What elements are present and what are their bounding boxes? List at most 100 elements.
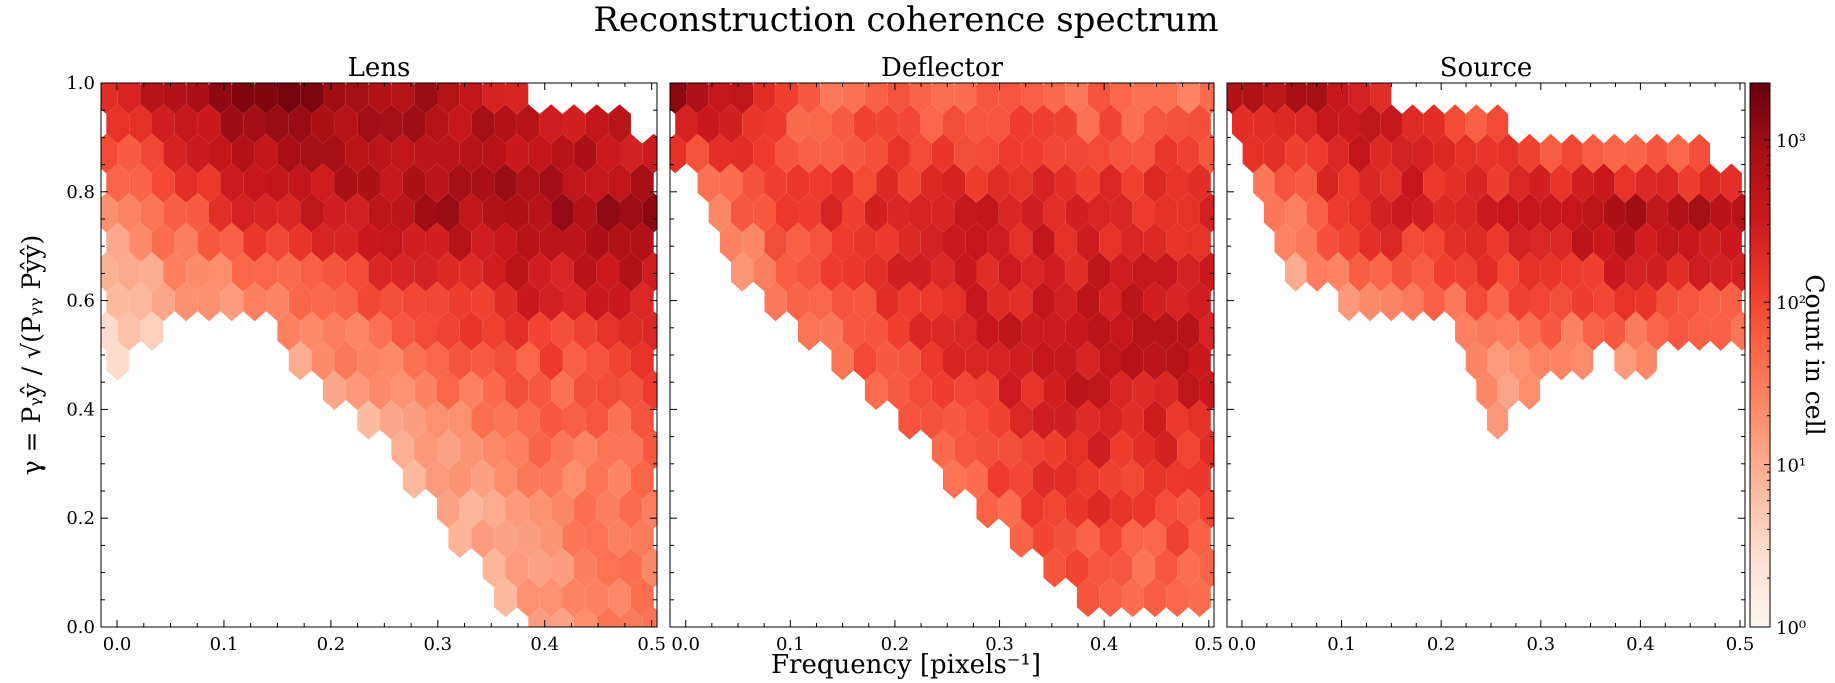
hex-cell: [277, 193, 301, 233]
hex-cell: [101, 193, 118, 233]
hex-cell: [876, 104, 899, 144]
hex-cell: [1009, 222, 1033, 262]
hex-cell: [1065, 429, 1088, 470]
hex-cell: [943, 163, 966, 203]
hex-cell: [686, 83, 709, 114]
hex-cell: [630, 281, 654, 322]
hex-cell: [1667, 311, 1689, 351]
hex-cell: [368, 133, 392, 174]
hex-cell: [719, 222, 743, 262]
y-tick-label: 0.8: [66, 182, 95, 203]
hex-cell: [186, 193, 209, 233]
hex-cell: [1625, 311, 1647, 351]
hex-cell: [753, 83, 776, 114]
x-tick-label: 0.4: [1626, 634, 1655, 655]
hex-cell: [1423, 104, 1445, 144]
hex-cell: [798, 252, 821, 292]
hex-cell: [573, 252, 597, 292]
hex-cell: [573, 429, 597, 470]
hex-cell: [1497, 370, 1519, 410]
hex-cell: [775, 83, 798, 114]
hex-cell: [345, 83, 369, 114]
hex-cell: [163, 133, 187, 174]
hex-cell: [1274, 163, 1296, 203]
hex-cell: [1099, 518, 1122, 558]
hex-cell: [174, 281, 198, 322]
hex-cell: [231, 133, 255, 174]
hex-cell: [642, 252, 657, 292]
hex-cell: [391, 429, 415, 470]
hex-cell: [1088, 133, 1111, 174]
hex-cell: [1177, 193, 1200, 233]
hex-cell: [764, 163, 787, 203]
hex-cell: [425, 222, 449, 262]
hex-cell: [391, 83, 415, 114]
hex-cell: [505, 193, 529, 233]
hex-cell: [642, 429, 657, 470]
hex-cell: [1110, 311, 1133, 351]
hex-cell: [1295, 163, 1317, 203]
hex-cell: [619, 607, 643, 627]
hex-cell: [323, 370, 346, 410]
hex-cell: [437, 133, 460, 174]
hex-cell: [1476, 133, 1498, 174]
hex-cell: [1099, 400, 1122, 440]
hex-cell: [619, 133, 643, 174]
hex-cell: [1032, 518, 1055, 558]
hex-cell: [1508, 340, 1530, 381]
hex-cell: [976, 311, 999, 351]
hex-cell: [106, 340, 130, 381]
hex-cell: [954, 311, 977, 351]
hex-cell: [954, 193, 977, 233]
hex-cell: [1285, 252, 1307, 292]
hex-cell: [1099, 577, 1122, 618]
hex-cell: [965, 281, 988, 322]
hexbin-cells: [101, 83, 657, 627]
hex-cell: [288, 163, 312, 203]
hex-cell: [809, 222, 832, 262]
hex-cell: [1656, 163, 1679, 203]
hex-cell: [459, 311, 483, 351]
hex-cell: [1009, 281, 1033, 322]
hex-cell: [551, 548, 574, 588]
hex-cell: [573, 488, 597, 529]
hex-cell: [140, 133, 164, 174]
hex-cell: [965, 400, 988, 440]
hex-cell: [809, 281, 832, 322]
hex-cell: [425, 104, 449, 144]
hex-cell: [448, 400, 472, 440]
hex-cell: [551, 193, 574, 233]
hex-cell: [471, 518, 495, 558]
hex-cell: [1253, 104, 1275, 144]
hex-cell: [459, 193, 483, 233]
hex-cell: [117, 252, 141, 292]
hex-cell: [987, 104, 1010, 144]
hex-cell: [608, 577, 631, 618]
hex-cell: [505, 83, 529, 114]
colorbar-gradient: [1749, 82, 1771, 628]
hex-cell: [1065, 83, 1088, 114]
hexbin-cells: [670, 83, 1214, 618]
hex-cell: [101, 311, 118, 351]
hex-cell: [1508, 163, 1530, 203]
hex-cell: [1402, 163, 1424, 203]
hex-cell: [909, 83, 932, 114]
hex-cell: [152, 104, 175, 144]
hex-cell: [1199, 193, 1214, 233]
hex-cell: [1667, 133, 1689, 174]
hex-cell: [1603, 193, 1626, 233]
hex-cell: [494, 518, 517, 558]
hex-cell: [528, 193, 552, 233]
hex-cell: [608, 163, 631, 203]
hex-cell: [1614, 281, 1636, 322]
hex-cell: [853, 222, 877, 262]
hex-cell: [1614, 222, 1636, 262]
hex-cell: [1571, 340, 1594, 381]
hex-cell: [254, 133, 278, 174]
hex-cell: [954, 370, 977, 410]
hex-cell: [1155, 488, 1178, 529]
hex-cell: [129, 163, 152, 203]
hex-cell: [596, 488, 620, 529]
hex-cell: [106, 222, 130, 262]
